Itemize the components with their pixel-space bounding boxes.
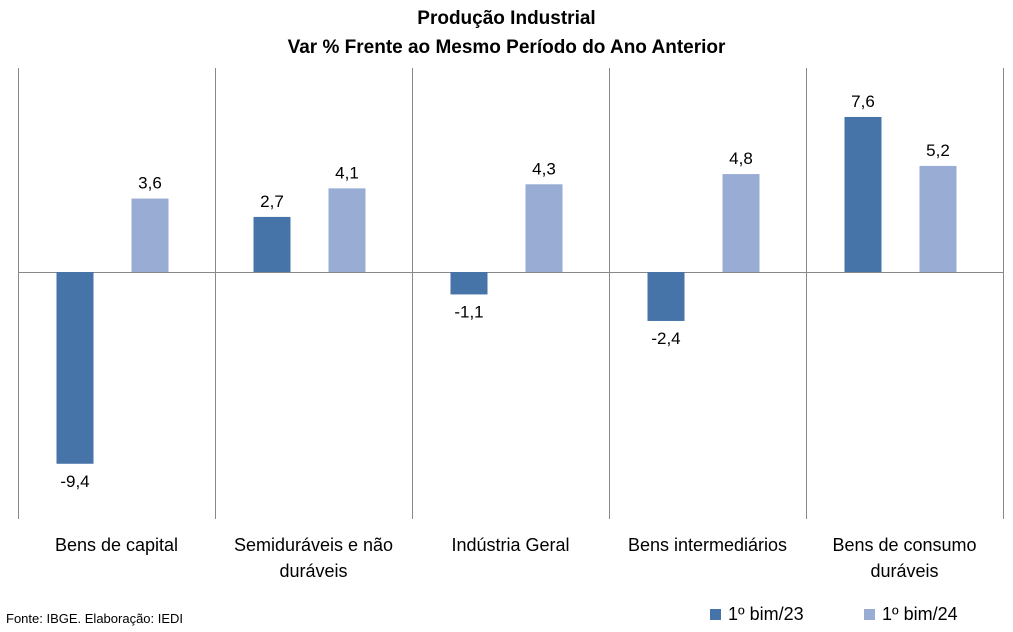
data-label: 4,3: [532, 159, 556, 178]
category-label: Bens de consumo: [832, 535, 976, 555]
legend-swatch-series-1: [710, 609, 721, 620]
data-label: 4,8: [729, 149, 753, 168]
bar-series-2: [131, 198, 169, 272]
source-note: Fonte: IBGE. Elaboração: IEDI: [6, 611, 184, 626]
legend-item-series-2: 1º bim/24: [864, 604, 958, 625]
data-label: 4,1: [335, 163, 359, 182]
bar-series-2: [919, 165, 957, 272]
data-label: 5,2: [926, 141, 950, 160]
category-label: Bens de capital: [55, 535, 178, 555]
bar-series-2: [328, 188, 366, 272]
category-label: duráveis: [870, 561, 938, 581]
category-label: Bens intermediários: [628, 535, 787, 555]
category-label: Indústria Geral: [451, 535, 569, 555]
chart-subtitle: Var % Frente ao Mesmo Período do Ano Ant…: [287, 37, 726, 58]
category-label: duráveis: [279, 561, 347, 581]
legend-swatch-series-2: [864, 609, 875, 620]
legend-item-series-1: 1º bim/23: [710, 604, 804, 625]
data-label: -1,1: [454, 302, 483, 321]
legend-label-series-2: 1º bim/24: [882, 604, 958, 624]
bar-series-1: [253, 216, 291, 272]
chart-title: Produção Industrial: [417, 8, 596, 29]
bar-series-2: [525, 184, 563, 272]
bar-series-2: [722, 174, 760, 272]
data-label: -2,4: [651, 329, 680, 348]
data-label: -9,4: [60, 472, 89, 491]
legend-label-series-1: 1º bim/23: [728, 604, 804, 624]
bar-series-1: [844, 116, 882, 273]
bar-series-1: [647, 272, 685, 321]
bar-series-1: [450, 272, 488, 295]
bar-series-1: [56, 272, 94, 464]
data-label: 2,7: [260, 192, 284, 211]
category-label: Semiduráveis e não: [234, 535, 393, 555]
data-label: 7,6: [851, 92, 875, 111]
data-label: 3,6: [138, 174, 162, 193]
